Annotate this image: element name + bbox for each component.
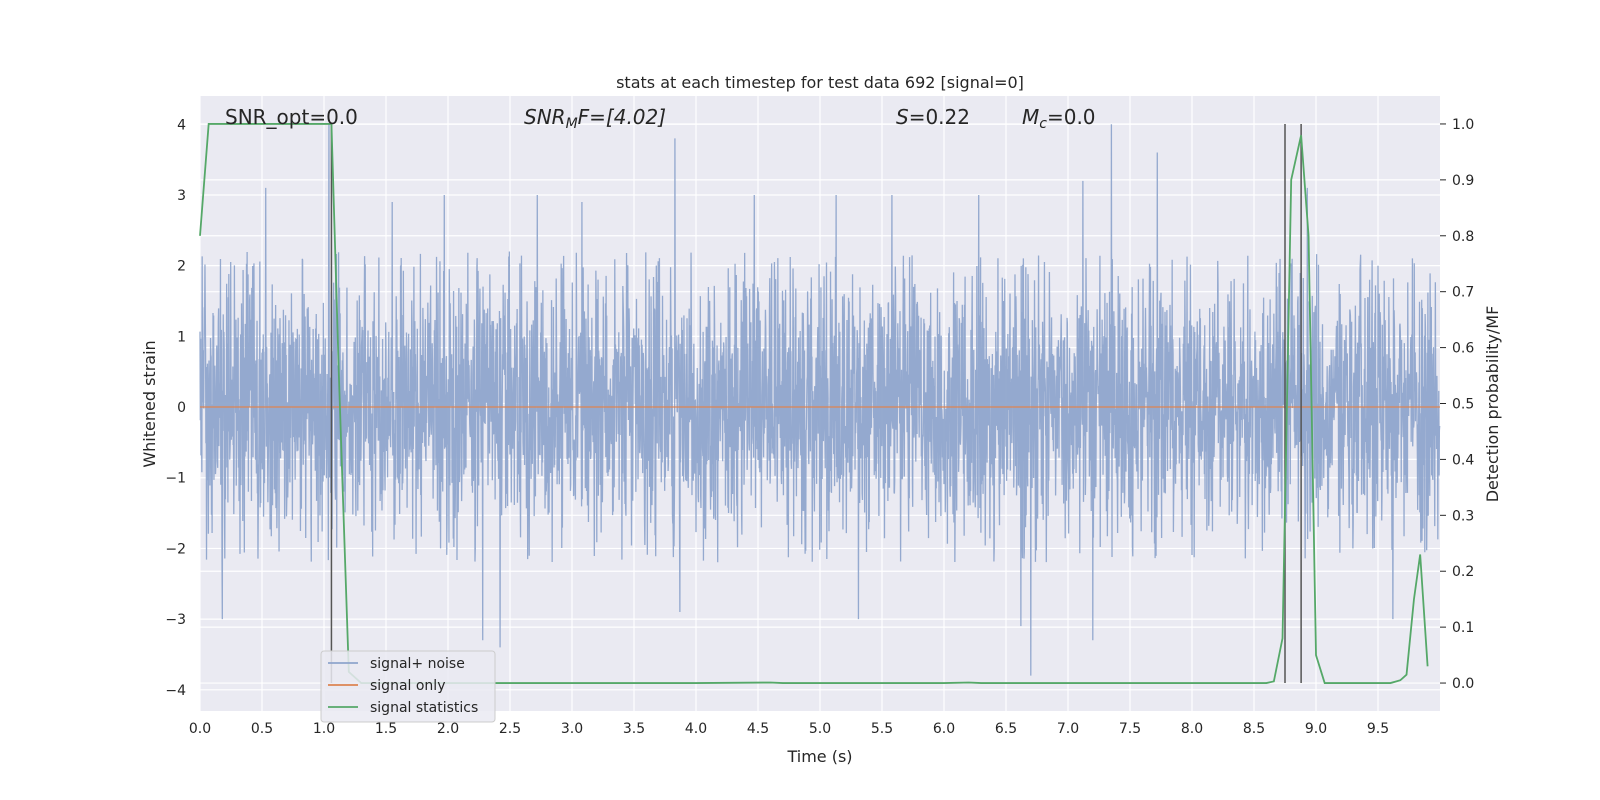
x-tick-label: 7.5: [1119, 721, 1141, 737]
y-tick-label-right: 0.8: [1452, 229, 1474, 245]
annotation-snr-mf-main: SNR: [524, 105, 566, 129]
x-tick-label: 3.0: [561, 721, 583, 737]
y-tick-label-right: 0.4: [1452, 452, 1474, 468]
annotation-snr-mf-sub: M: [566, 116, 578, 132]
legend-box: [320, 650, 496, 723]
y-tick-label-left: 4: [177, 117, 186, 133]
noise-trace: [199, 124, 1441, 676]
legend-label-signal-plus-noise: signal+ noise: [370, 656, 465, 672]
annotation-snr-opt: SNR_opt=0.0: [225, 105, 358, 129]
x-tick-label: 6.5: [995, 721, 1017, 737]
vertical-markers: [330, 123, 1302, 684]
annotation-mc: Mc=0.0: [1022, 105, 1096, 132]
y-axis-left-label: Whitened strain: [140, 340, 159, 467]
legend-label-signal-only: signal only: [370, 678, 445, 694]
x-axis-label: Time (s): [786, 747, 852, 766]
y-tick-label-left: 2: [177, 259, 186, 275]
series-signal-plus-noise: [199, 124, 1441, 676]
x-tick-label: 3.5: [623, 721, 645, 737]
legend-label-signal-statistics: signal statistics: [370, 700, 478, 716]
x-tick-label: 2.5: [499, 721, 521, 737]
x-tick-label: 6.0: [933, 721, 955, 737]
y-tick-label-left: 1: [177, 329, 186, 345]
x-tick-label: 2.0: [437, 721, 459, 737]
x-tick-label: 5.5: [871, 721, 893, 737]
y-tick-label-right: 0.5: [1452, 397, 1474, 413]
annotation-mc-sub: c: [1039, 116, 1047, 132]
legend: signal+ noise signal only signal statist…: [320, 650, 496, 723]
y-tick-label-left: −3: [165, 612, 186, 628]
y-tick-label-right: 0.9: [1452, 173, 1474, 189]
x-tick-label: 0.0: [189, 721, 211, 737]
y-tick-label-left: 0: [177, 400, 186, 416]
x-tick-label: 8.0: [1181, 721, 1203, 737]
y-axis-right-label: Detection probability/MF: [1483, 306, 1502, 503]
x-tick-label: 4.5: [747, 721, 769, 737]
x-tick-label: 5.0: [809, 721, 831, 737]
series-signal-statistics: [199, 123, 1429, 684]
x-tick-label: 0.5: [251, 721, 273, 737]
x-tick-label: 9.5: [1367, 721, 1389, 737]
x-axis-ticks: 0.0 0.5 1.0 1.5 2.0 2.5 3.0 3.5 4.0 4.5 5.0 5.5 6.0 6…: [189, 721, 1389, 737]
x-tick-label: 8.5: [1243, 721, 1265, 737]
x-tick-label: 1.5: [375, 721, 397, 737]
chart-title: stats at each timestep for test data 692…: [616, 73, 1024, 92]
annotation-mc-symbol: M: [1022, 105, 1039, 129]
x-tick-label: 1.0: [313, 721, 335, 737]
annotation-mc-value: =0.0: [1047, 105, 1096, 129]
annotation-s-symbol: S: [896, 105, 909, 129]
y-tick-label-left: −4: [165, 683, 186, 699]
y-tick-label-right: 0.3: [1452, 508, 1474, 524]
y-axis-left-ticks: 4 3 2 1 0 −1 −2 −3 −4: [165, 117, 186, 699]
y-tick-label-right: 0.2: [1452, 564, 1474, 580]
annotation-snr-mf: SNRMF=[4.02]: [524, 105, 666, 132]
x-tick-label: 4.0: [685, 721, 707, 737]
x-tick-label: 7.0: [1057, 721, 1079, 737]
y-tick-label-left: −1: [165, 471, 186, 487]
annotation-snr-mf-tail: F=[4.02]: [578, 105, 666, 129]
annotation-s: S=0.22: [896, 105, 970, 129]
x-tick-label: 9.0: [1305, 721, 1327, 737]
y-tick-label-right: 0.0: [1452, 676, 1474, 692]
y-tick-label-right: 0.7: [1452, 285, 1474, 301]
y-tick-label-right: 0.6: [1452, 341, 1474, 357]
annotation-s-value: =0.22: [909, 105, 970, 129]
y-axis-right-ticks: 1.0 0.9 0.8 0.7 0.6 0.5 0.4 0.3 0.2 0.1 0.0: [1440, 117, 1474, 692]
y-tick-label-left: 3: [177, 188, 186, 204]
y-tick-label-right: 1.0: [1452, 117, 1474, 133]
y-tick-label-left: −2: [165, 541, 186, 557]
y-tick-label-right: 0.1: [1452, 620, 1474, 636]
